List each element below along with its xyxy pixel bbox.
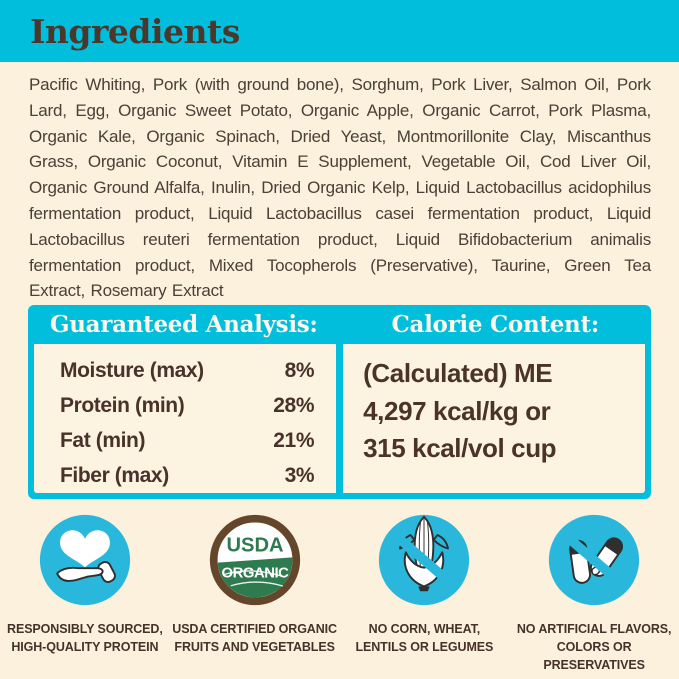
feature-responsible-protein: RESPONSIBLY SOURCED, HIGH-QUALITY PROTEI…: [0, 512, 170, 674]
calorie-content-title: Calorie Content:: [391, 311, 600, 338]
feature-no-grains: NO CORN, WHEAT, LENTILS OR LEGUMES: [340, 512, 510, 674]
calorie-line: 315 kcal/vol cup: [363, 433, 557, 463]
table-row: Moisture (max) 8%: [60, 353, 315, 388]
feature-usda-organic: USDA ORGANIC USDA CERTIFIED ORGANIC FRUI…: [170, 512, 340, 674]
no-pills-icon: [549, 514, 640, 606]
table-row: Protein (min) 28%: [60, 388, 315, 423]
feature-caption: NO ARTIFICIAL FLAVORS, COLORS OR PRESERV…: [516, 622, 672, 672]
usda-organic-seal-icon: USDA ORGANIC: [209, 514, 300, 606]
no-corn-icon: [379, 514, 470, 606]
analysis-value: 8%: [284, 359, 315, 382]
analysis-value: 3%: [284, 464, 315, 487]
calorie-content-block: (Calculated) ME 4,297 kcal/kg or 315 kca…: [343, 344, 645, 493]
table-row: Fat (min) 21%: [60, 423, 315, 458]
analysis-label: Moisture (max): [60, 359, 204, 382]
feature-badges-row: RESPONSIBLY SOURCED, HIGH-QUALITY PROTEI…: [0, 512, 679, 674]
feature-caption: USDA CERTIFIED ORGANIC FRUITS AND VEGETA…: [172, 622, 337, 654]
nutrition-panel: Guaranteed Analysis: Calorie Content: Mo…: [28, 305, 651, 499]
ingredients-list: Pacific Whiting, Pork (with ground bone)…: [29, 75, 651, 301]
analysis-label: Fat (min): [60, 429, 146, 452]
panel-body: Moisture (max) 8% Protein (min) 28% Fat …: [34, 344, 645, 493]
analysis-label: Protein (min): [60, 394, 185, 417]
usda-seal-bottom-text: ORGANIC: [221, 565, 289, 581]
analysis-label: Fiber (max): [60, 464, 169, 487]
calorie-line: (Calculated) ME: [363, 358, 553, 388]
usda-seal-top-text: USDA: [226, 534, 284, 556]
feature-no-artificial: NO ARTIFICIAL FLAVORS, COLORS OR PRESERV…: [509, 512, 679, 674]
analysis-value: 28%: [273, 394, 315, 417]
page-title: Ingredients: [30, 11, 240, 51]
table-row: Fiber (max) 3%: [60, 458, 315, 493]
guaranteed-analysis-table: Moisture (max) 8% Protein (min) 28% Fat …: [34, 344, 337, 493]
analysis-value: 21%: [273, 429, 315, 452]
calorie-line: 4,297 kcal/kg or: [363, 395, 551, 426]
heart-in-hand-icon: [39, 514, 130, 606]
guaranteed-analysis-title: Guaranteed Analysis:: [49, 311, 318, 338]
feature-caption: RESPONSIBLY SOURCED, HIGH-QUALITY PROTEI…: [7, 622, 163, 654]
ingredients-header-bar: Ingredients: [0, 0, 679, 62]
feature-caption: NO CORN, WHEAT, LENTILS OR LEGUMES: [355, 622, 494, 654]
panel-headers: Guaranteed Analysis: Calorie Content:: [28, 305, 651, 344]
